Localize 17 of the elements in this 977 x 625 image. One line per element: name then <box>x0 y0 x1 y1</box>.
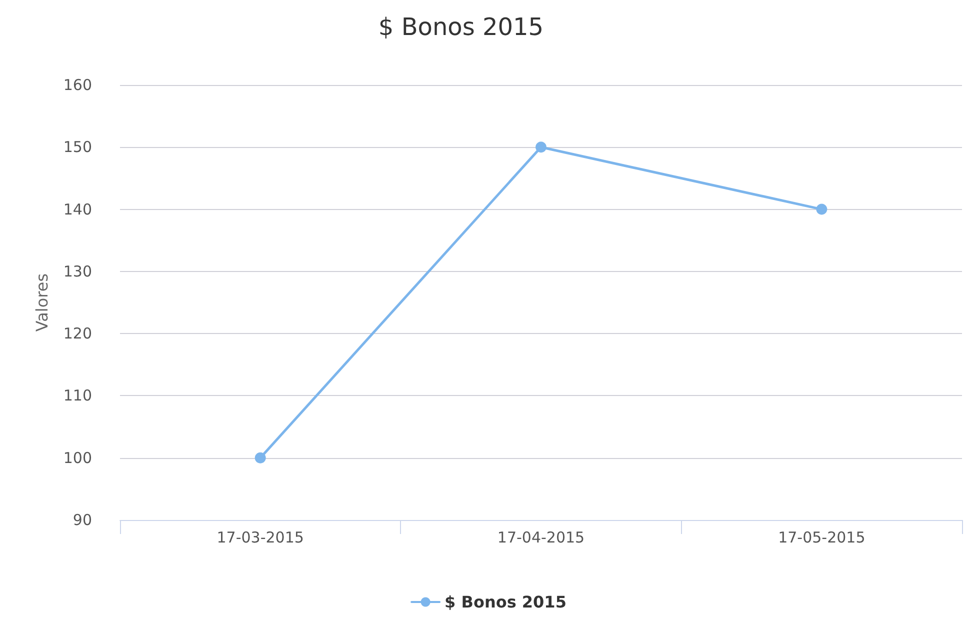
chart-title: $ Bonos 2015 <box>378 13 544 41</box>
legend-label: $ Bonos 2015 <box>444 592 566 612</box>
y-tick-label: 150 <box>63 138 92 156</box>
y-axis-title: Valores <box>32 273 52 332</box>
x-tick-label: 17-04-2015 <box>497 528 585 546</box>
point <box>816 204 828 215</box>
y-tick-label: 90 <box>72 511 92 529</box>
point <box>536 142 546 153</box>
y-tick-label: 120 <box>63 324 92 343</box>
y-tick-label: 110 <box>63 386 92 405</box>
y-tick-label: 100 <box>63 448 92 467</box>
x-tick-label: 17-05-2015 <box>778 528 866 546</box>
y-tick-label: 160 <box>63 76 92 94</box>
point <box>254 452 266 464</box>
x-tick-label: 17-03-2015 <box>216 528 304 546</box>
y-tick-label: 140 <box>63 200 92 218</box>
y-tick-label: 130 <box>63 262 92 280</box>
